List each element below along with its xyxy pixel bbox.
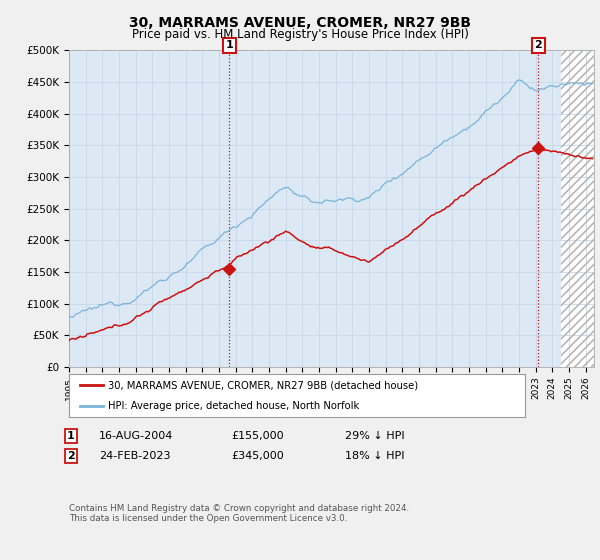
Text: 24-FEB-2023: 24-FEB-2023: [99, 451, 170, 461]
Text: 30, MARRAMS AVENUE, CROMER, NR27 9BB (detached house): 30, MARRAMS AVENUE, CROMER, NR27 9BB (de…: [108, 380, 418, 390]
Bar: [560, 50, 594, 367]
Text: 2: 2: [67, 451, 74, 461]
Text: 29% ↓ HPI: 29% ↓ HPI: [345, 431, 404, 441]
Text: 1: 1: [226, 40, 233, 50]
Bar: [560, 50, 594, 367]
Text: HPI: Average price, detached house, North Norfolk: HPI: Average price, detached house, Nort…: [108, 402, 359, 411]
Text: 1: 1: [67, 431, 74, 441]
Text: 30, MARRAMS AVENUE, CROMER, NR27 9BB: 30, MARRAMS AVENUE, CROMER, NR27 9BB: [129, 16, 471, 30]
Text: Contains HM Land Registry data © Crown copyright and database right 2024.
This d: Contains HM Land Registry data © Crown c…: [69, 504, 409, 524]
Text: 16-AUG-2004: 16-AUG-2004: [99, 431, 173, 441]
Text: £345,000: £345,000: [231, 451, 284, 461]
Bar: [560, 50, 594, 367]
Text: Price paid vs. HM Land Registry's House Price Index (HPI): Price paid vs. HM Land Registry's House …: [131, 28, 469, 41]
Text: 2: 2: [534, 40, 542, 50]
Text: 18% ↓ HPI: 18% ↓ HPI: [345, 451, 404, 461]
Text: £155,000: £155,000: [231, 431, 284, 441]
